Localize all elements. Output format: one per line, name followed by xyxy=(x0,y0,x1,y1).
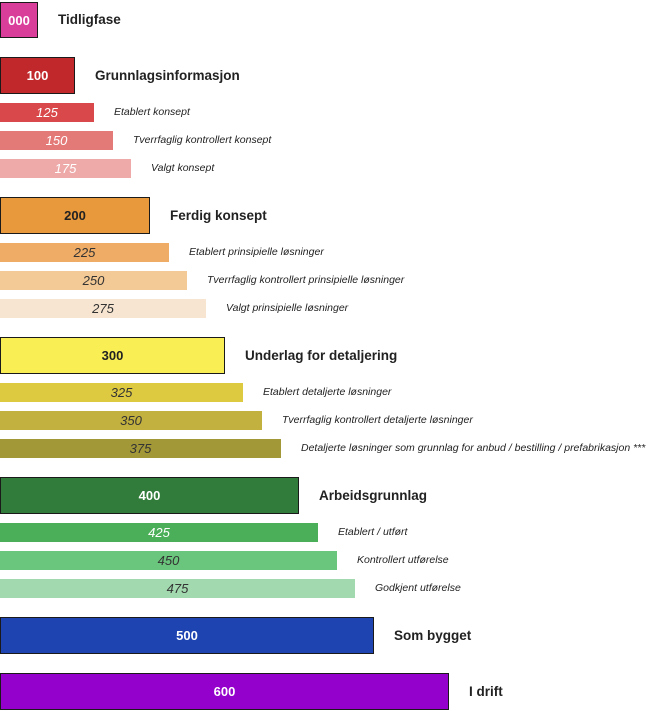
level-200-bar: 200 xyxy=(0,197,150,234)
level-325-label: Etablert detaljerte løsninger xyxy=(263,386,392,398)
level-600-code: 600 xyxy=(213,684,236,699)
level-125-code: 125 xyxy=(36,105,58,120)
level-300-code: 300 xyxy=(101,348,124,363)
level-275-code: 275 xyxy=(92,301,114,316)
level-300-bar: 300 xyxy=(0,337,225,374)
level-400-label: Arbeidsgrunnlag xyxy=(319,487,428,503)
level-475-label: Godkjent utførelse xyxy=(375,582,461,594)
level-425-code: 425 xyxy=(148,525,170,540)
level-000-bar: 000 xyxy=(0,2,38,38)
level-125-bar: 125 xyxy=(0,103,94,122)
level-350-code: 350 xyxy=(120,413,142,428)
level-275-label: Valgt prinsipielle løsninger xyxy=(226,302,349,314)
level-500-code: 500 xyxy=(176,628,198,643)
level-475-code: 475 xyxy=(166,581,189,596)
level-100-label: Grunnlagsinformasjon xyxy=(95,67,240,83)
level-175-code: 175 xyxy=(54,161,77,176)
level-150-label: Tverrfaglig kontrollert konsept xyxy=(133,134,272,146)
level-600-label: I drift xyxy=(469,683,503,699)
level-450-code: 450 xyxy=(157,553,180,568)
level-500-label: Som bygget xyxy=(394,627,472,643)
level-450-label: Kontrollert utførelse xyxy=(357,554,449,566)
level-250-label: Tverrfaglig kontrollert prinsipielle løs… xyxy=(207,274,405,286)
level-100-bar: 100 xyxy=(0,57,75,94)
level-100-code: 100 xyxy=(26,68,49,83)
level-150-code: 150 xyxy=(45,133,68,148)
level-375-label: Detaljerte løsninger som grunnlag for an… xyxy=(301,442,646,454)
level-375-code: 375 xyxy=(129,441,152,456)
level-450-bar: 450 xyxy=(0,551,337,570)
level-375-bar: 375 xyxy=(0,439,281,458)
level-000-label: Tidligfase xyxy=(58,12,121,27)
level-175-bar: 175 xyxy=(0,159,131,178)
level-250-code: 250 xyxy=(82,273,105,288)
level-125-label: Etablert konsept xyxy=(114,106,190,118)
level-200-label: Ferdig konsept xyxy=(170,207,267,223)
level-425-label: Etablert / utført xyxy=(338,526,408,538)
level-225-label: Etablert prinsipielle løsninger xyxy=(189,246,324,258)
level-225-code: 225 xyxy=(73,245,96,260)
level-475-bar: 475 xyxy=(0,579,355,598)
level-600-bar: 600 xyxy=(0,673,449,710)
level-400-code: 400 xyxy=(138,488,161,503)
level-300-label: Underlag for detaljering xyxy=(245,347,398,363)
level-325-code: 325 xyxy=(110,385,133,400)
level-350-bar: 350 xyxy=(0,411,262,430)
level-400-bar: 400 xyxy=(0,477,299,514)
level-500-bar: 500 xyxy=(0,617,374,654)
level-225-bar: 225 xyxy=(0,243,169,262)
level-000-code: 000 xyxy=(8,12,30,28)
level-200-code: 200 xyxy=(64,208,86,223)
level-275-bar: 275 xyxy=(0,299,206,318)
level-150-bar: 150 xyxy=(0,131,113,150)
level-175-label: Valgt konsept xyxy=(151,162,215,174)
level-425-bar: 425 xyxy=(0,523,318,542)
level-350-label: Tverrfaglig kontrollert detaljerte løsni… xyxy=(282,414,473,426)
level-325-bar: 325 xyxy=(0,383,243,402)
level-250-bar: 250 xyxy=(0,271,187,290)
